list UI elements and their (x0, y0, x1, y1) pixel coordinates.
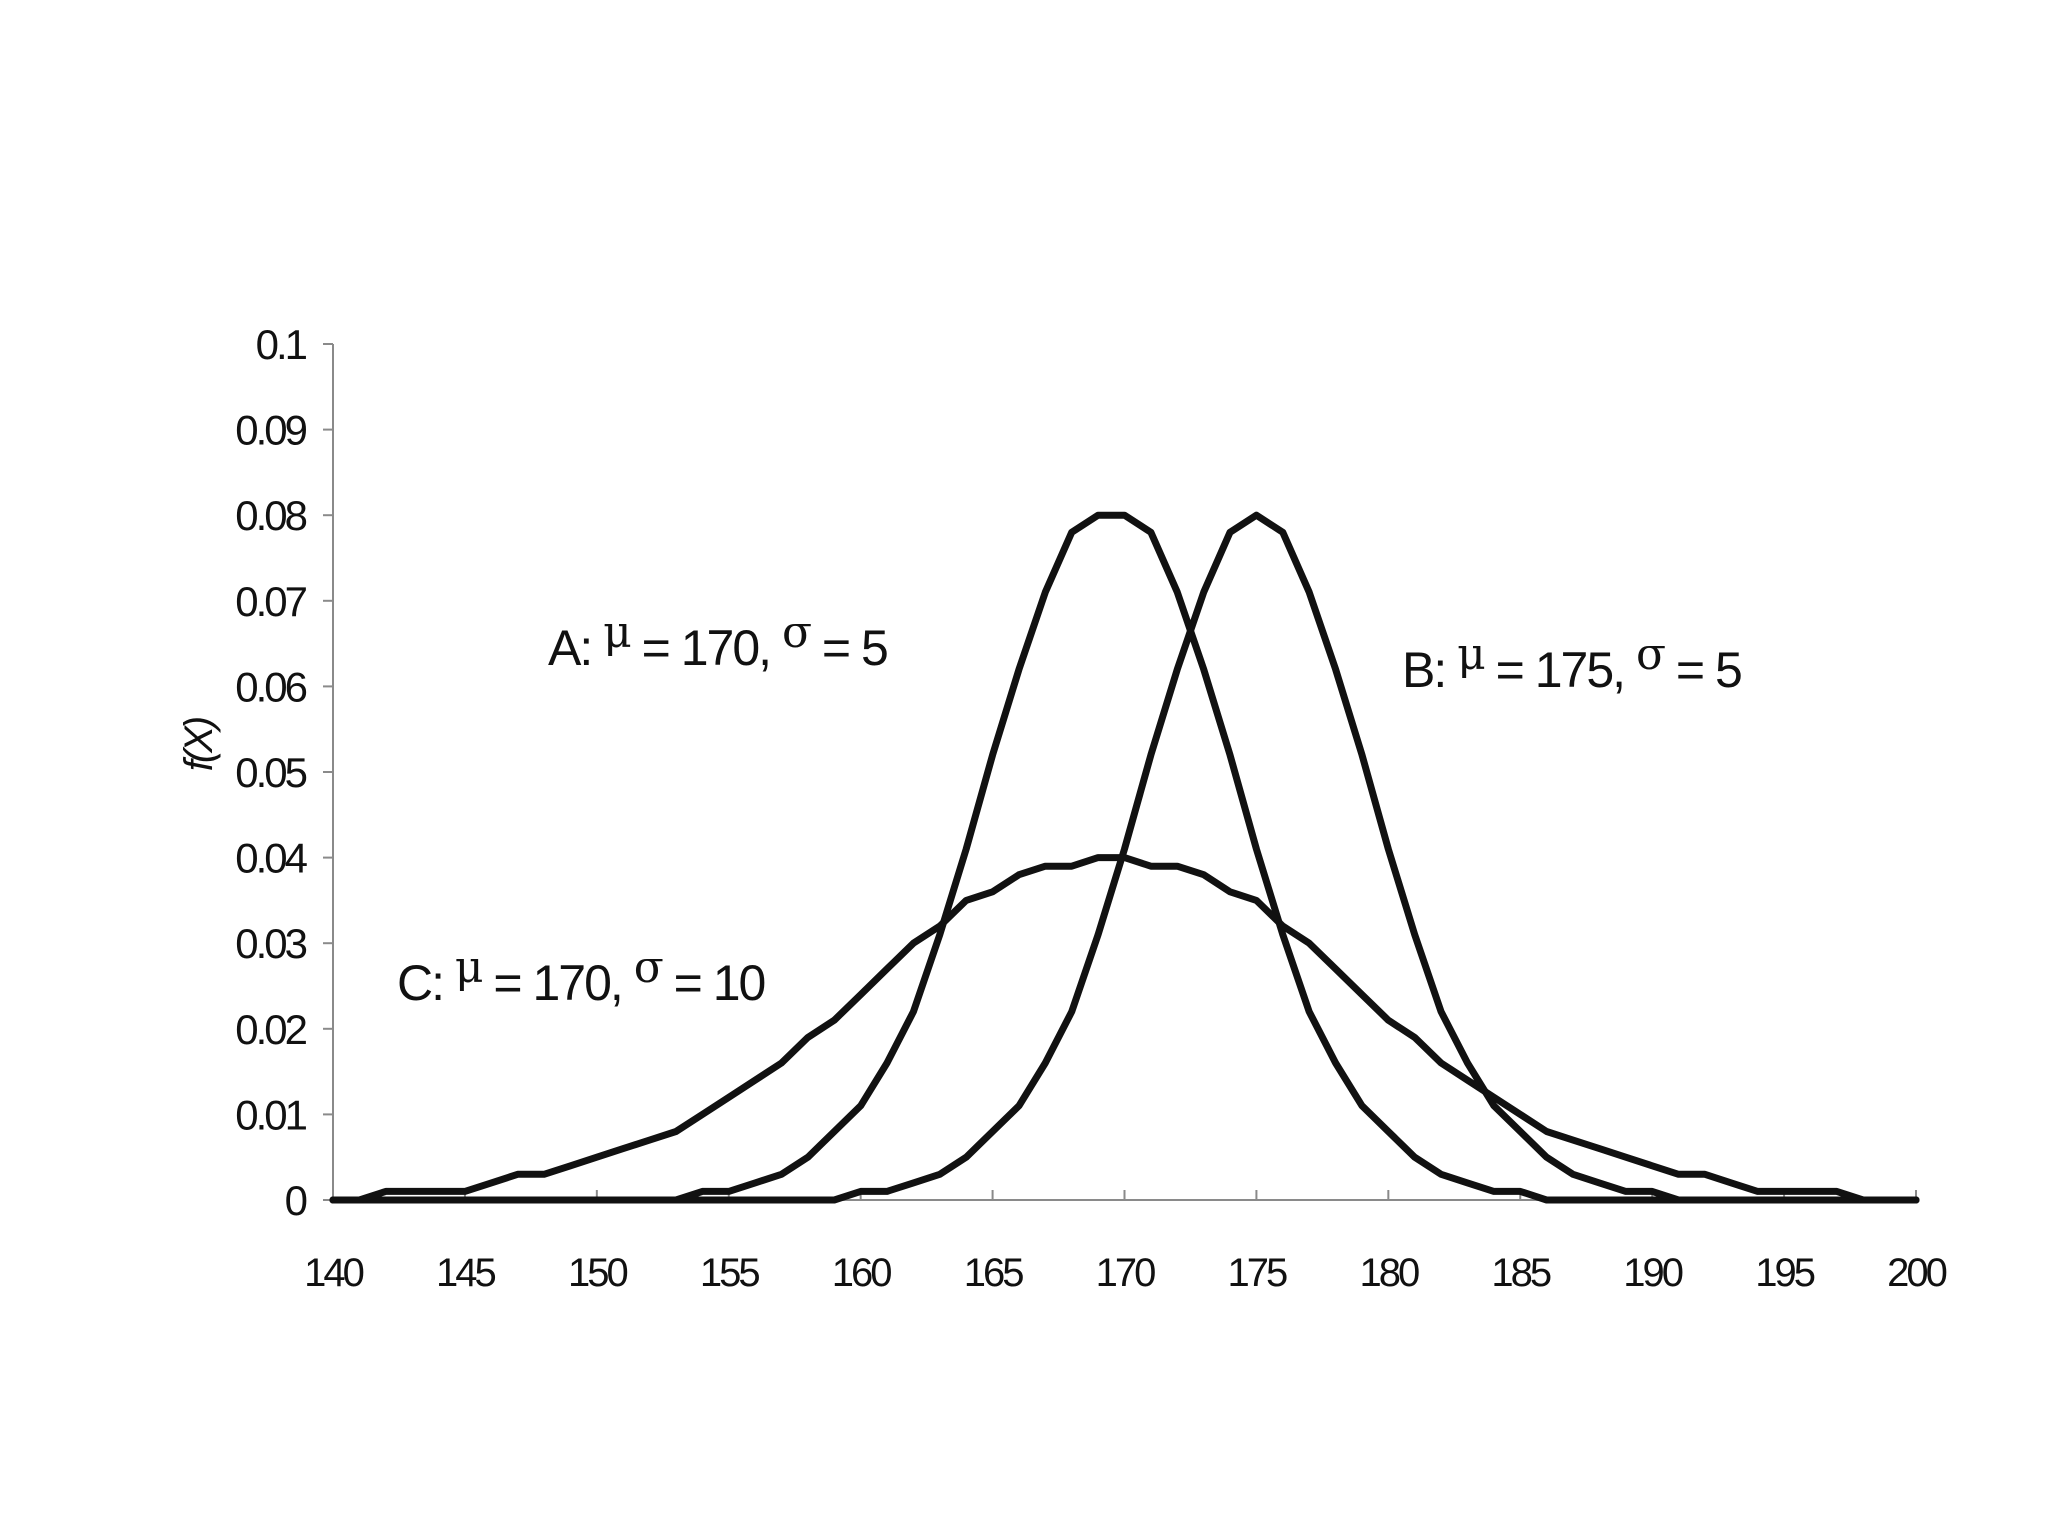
y-tick-label: 0.07 (235, 578, 306, 625)
annotation-mu-symbol: μ (1457, 629, 1484, 680)
x-tick-label: 200 (1887, 1251, 1946, 1295)
x-tick-label: 155 (700, 1251, 759, 1295)
series-lines (329, 511, 1920, 1204)
x-tick-label: 150 (568, 1251, 627, 1295)
y-tick-label: 0.01 (235, 1091, 306, 1138)
annotation-mid: = 175, (1484, 642, 1636, 698)
x-tick-label: 195 (1755, 1251, 1814, 1295)
annotation-suffix: = 5 (1664, 642, 1741, 698)
y-tick-label: 0 (285, 1177, 307, 1224)
x-tick-label: 185 (1491, 1251, 1550, 1295)
annotation-sigma-symbol: σ (1636, 629, 1665, 680)
annotation-mu-symbol: μ (455, 942, 482, 993)
annotation-prefix: C: (397, 955, 455, 1011)
x-tick-label: 145 (436, 1251, 495, 1295)
y-tick-label: 0.05 (235, 749, 306, 796)
series-line-b (329, 511, 1920, 1204)
x-tick-label: 180 (1359, 1251, 1418, 1295)
x-tick-label: 175 (1228, 1251, 1287, 1295)
y-tick-label: 0.1 (256, 321, 307, 368)
annotation-prefix: B: (1402, 642, 1457, 698)
annotation-a: A: μ = 170, σ = 5 (548, 607, 887, 676)
y-tick-label: 0.08 (235, 492, 306, 539)
annotation-b: B: μ = 175, σ = 5 (1402, 629, 1741, 698)
annotation-sigma-symbol: σ (782, 607, 811, 658)
y-tick-label: 0.06 (235, 663, 306, 710)
series-line-c (329, 854, 1920, 1204)
y-tick-label: 0.03 (235, 920, 306, 967)
x-tick-label: 165 (964, 1251, 1023, 1295)
annotation-mu-symbol: μ (603, 607, 630, 658)
annotation-suffix: = 5 (810, 620, 887, 676)
annotation-sigma-symbol: σ (634, 942, 663, 993)
x-tick-label: 160 (832, 1251, 891, 1295)
annotation-mid: = 170, (482, 955, 634, 1011)
annotations: A: μ = 170, σ = 5 B: μ = 175, σ = 5C: μ =… (397, 607, 1743, 1011)
y-tick-label: 0.02 (235, 1006, 306, 1053)
annotation-suffix: = 10 (662, 955, 765, 1011)
annotation-mid: = 170, (630, 620, 782, 676)
y-tick-label: 0.09 (235, 407, 306, 454)
y-tick-label: 0.04 (235, 835, 307, 882)
axes (332, 344, 1916, 1201)
ticks: 0 0.01 0.02 0.03 0.04 0.05 0.06 0.07 0.08 0.09 0.1… (235, 321, 1949, 1295)
x-tick-label: 190 (1623, 1251, 1682, 1295)
x-tick-label: 170 (1096, 1251, 1155, 1295)
x-tick-label: 140 (304, 1251, 363, 1295)
annotation-c: C: μ = 170, σ = 10 (397, 942, 765, 1011)
y-axis-label: f(X) (177, 718, 221, 771)
annotation-prefix: A: (548, 620, 603, 676)
